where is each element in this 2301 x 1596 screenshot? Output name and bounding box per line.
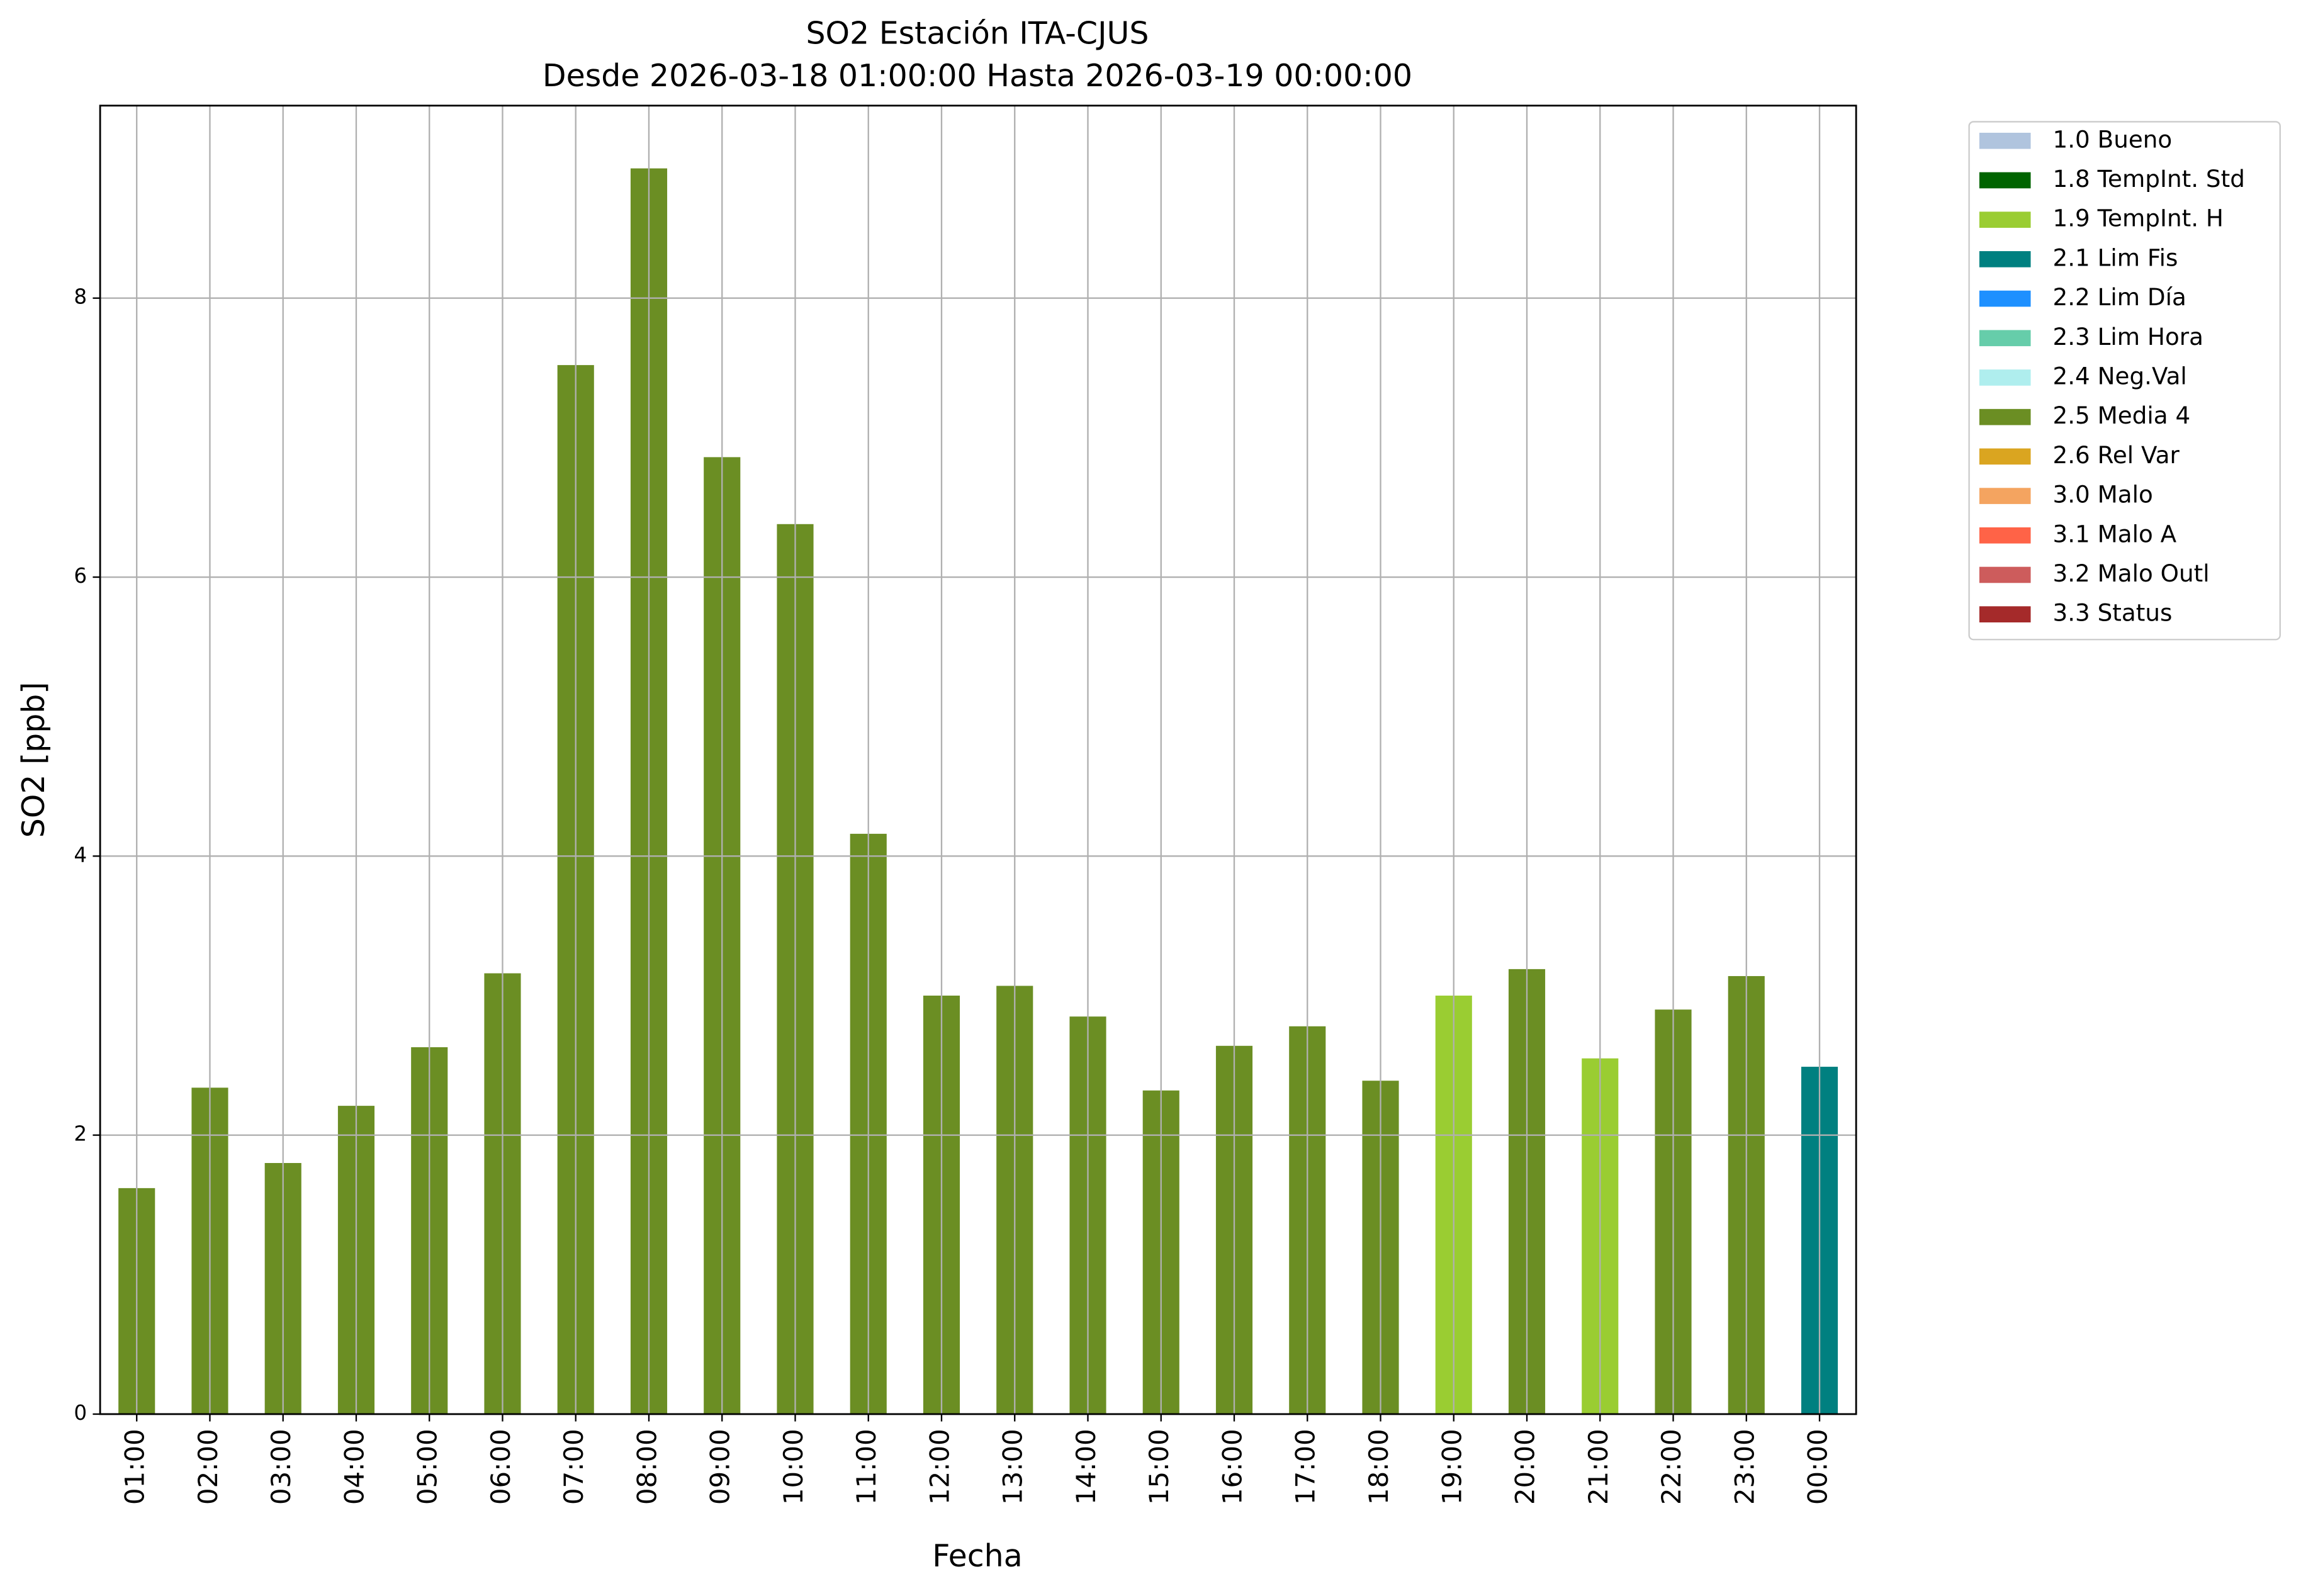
x-tick-label: 03:00 (266, 1429, 296, 1505)
x-tick-label: 00:00 (1803, 1429, 1833, 1505)
x-tick-label: 10:00 (778, 1429, 809, 1505)
x-tick-label: 06:00 (485, 1429, 516, 1505)
x-tick-label: 08:00 (631, 1429, 662, 1505)
chart-title: SO2 Estación ITA-CJUS (806, 15, 1149, 51)
x-tick-label: 20:00 (1510, 1429, 1541, 1505)
plot-frame (99, 104, 1857, 1415)
legend-swatch (1979, 408, 2031, 425)
y-tick-label: 6 (74, 564, 87, 588)
x-tick-label: 09:00 (705, 1429, 736, 1505)
legend-label: 3.2 Malo Outl (2052, 559, 2209, 587)
legend-swatch (1979, 369, 2031, 386)
legend-swatch (1979, 448, 2031, 465)
legend-label: 1.0 Bueno (2052, 125, 2172, 153)
legend-label: 2.3 Lim Hora (2052, 323, 2203, 351)
x-tick-label: 11:00 (851, 1429, 882, 1505)
x-tick-label: 19:00 (1436, 1429, 1467, 1505)
legend-label: 1.8 TempInt. Std (2052, 165, 2244, 193)
x-tick-label: 12:00 (924, 1429, 955, 1505)
legend-label: 3.1 Malo A (2052, 520, 2176, 548)
legend-swatch (1979, 132, 2031, 149)
y-axis-label: SO2 [ppb] (16, 682, 52, 838)
x-tick-label: 13:00 (998, 1429, 1028, 1505)
x-tick-label: 07:00 (558, 1429, 589, 1505)
x-tick-label: 22:00 (1656, 1429, 1687, 1505)
y-tick-label: 4 (74, 843, 87, 867)
y-tick-label: 0 (74, 1401, 87, 1425)
x-tick-label: 21:00 (1583, 1429, 1614, 1505)
y-tick-label: 2 (74, 1122, 87, 1146)
x-tick-label: 17:00 (1290, 1429, 1321, 1505)
x-tick-label: 02:00 (193, 1429, 223, 1505)
legend-label: 2.6 Rel Var (2052, 441, 2180, 469)
x-tick-label: 16:00 (1217, 1429, 1248, 1505)
legend-label: 2.1 Lim Fis (2052, 244, 2178, 271)
legend-label: 1.9 TempInt. H (2052, 205, 2223, 232)
x-tick-label: 15:00 (1144, 1429, 1174, 1505)
legend-swatch (1979, 606, 2031, 622)
legend-box (1968, 121, 2281, 641)
legend-swatch (1979, 488, 2031, 504)
chart-subtitle: Desde 2026-03-18 01:00:00 Hasta 2026-03-… (543, 58, 1412, 94)
x-tick-label: 23:00 (1729, 1429, 1760, 1505)
legend-swatch (1979, 330, 2031, 347)
y-tick-label: 8 (74, 285, 87, 309)
x-tick-label: 14:00 (1071, 1429, 1101, 1505)
x-axis-label: Fecha (932, 1538, 1023, 1574)
legend-swatch (1979, 566, 2031, 583)
legend-label: 3.0 Malo (2052, 481, 2152, 509)
x-tick-label: 04:00 (339, 1429, 369, 1505)
legend-swatch (1979, 251, 2031, 267)
x-tick-label: 18:00 (1363, 1429, 1394, 1505)
x-tick-label: 01:00 (120, 1429, 150, 1505)
legend-swatch (1979, 172, 2031, 189)
x-tick-label: 05:00 (412, 1429, 443, 1505)
legend-label: 2.2 Lim Día (2052, 283, 2186, 311)
legend-label: 3.3 Status (2052, 599, 2172, 627)
legend-swatch (1979, 527, 2031, 544)
legend-swatch (1979, 211, 2031, 228)
legend-label: 2.4 Neg.Val (2052, 362, 2186, 390)
legend-swatch (1979, 290, 2031, 307)
legend-label: 2.5 Media 4 (2052, 402, 2190, 429)
